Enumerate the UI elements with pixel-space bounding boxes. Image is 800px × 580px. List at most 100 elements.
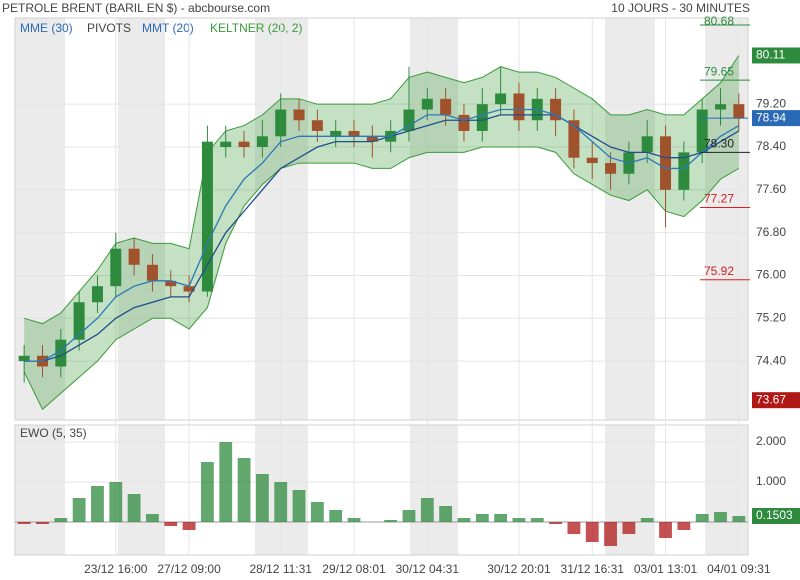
ewo-bar <box>347 518 361 522</box>
candle-body <box>330 130 342 137</box>
candle-body <box>550 98 562 121</box>
candle-body <box>128 248 140 265</box>
value-box <box>752 110 800 127</box>
y-tick-label: 78.40 <box>756 139 786 153</box>
ewo-bar <box>494 514 508 522</box>
candle-body <box>183 286 195 292</box>
ewo-bar <box>457 518 471 522</box>
keltner-lower <box>23 146 740 411</box>
ewo-bar <box>402 510 416 522</box>
y-tick-label: 77.60 <box>756 182 786 196</box>
candle-body <box>733 104 745 119</box>
ewo-bar <box>640 518 654 522</box>
keltner-upper <box>24 55 740 325</box>
ewo-bar <box>439 506 453 522</box>
x-tick-label: 04/01 09:31 <box>707 562 771 576</box>
ewo-bar <box>109 482 123 522</box>
legend-entry: KELTNER (20, 2) <box>210 21 302 35</box>
x-tick-label: 28/12 11:31 <box>249 562 312 576</box>
ewo-bar <box>659 522 672 538</box>
ewo-bar <box>146 514 159 522</box>
candle-body <box>293 109 305 121</box>
ewo-bar <box>329 510 343 522</box>
pivot-label: 77.27 <box>704 192 734 206</box>
x-tick-label: 31/12 16:31 <box>561 562 625 576</box>
ewo-bar <box>384 520 398 522</box>
mmt-line <box>24 108 740 362</box>
candle-body <box>586 157 598 164</box>
candle-body <box>201 141 213 292</box>
candle-body <box>605 163 617 174</box>
candle-body <box>660 136 672 190</box>
candle-body <box>715 104 727 110</box>
candle-body <box>256 136 268 148</box>
ewo-bar <box>292 490 306 522</box>
value-box-label: 80.11 <box>756 48 785 62</box>
pivot-label: 78.30 <box>704 137 734 151</box>
ewo-bar <box>54 518 68 522</box>
x-tick-label: 30/12 20:01 <box>487 562 551 576</box>
candle-body <box>421 98 433 110</box>
candle-body <box>696 109 708 153</box>
ewo-bar <box>512 518 526 522</box>
x-tick-label: 27/12 09:00 <box>157 562 221 576</box>
mme-line <box>24 114 740 362</box>
keltner-fill <box>24 55 739 410</box>
candle-body <box>311 120 323 131</box>
chart-subtitle: 10 JOURS - 30 MINUTES <box>611 1 750 15</box>
candle-body <box>348 130 360 137</box>
y-tick-label: 74.40 <box>756 353 786 367</box>
legend-entry: MMT (20) <box>142 21 194 35</box>
ewo-bar <box>677 522 691 530</box>
y-tick-label: 76.00 <box>756 268 786 282</box>
candle-body <box>366 136 378 142</box>
y-tick-label: 76.80 <box>756 225 786 239</box>
ewo-bar <box>255 474 269 522</box>
value-box-label: 78.94 <box>756 110 786 124</box>
price-frame <box>14 17 749 421</box>
candle-body <box>110 248 122 287</box>
pivot-label: 75.92 <box>704 264 734 278</box>
y-tick-label: 1.000 <box>756 474 786 488</box>
value-box-label: 73.67 <box>756 392 786 406</box>
candle-body <box>18 355 30 362</box>
candle-body <box>73 302 85 340</box>
pivot-label: 79.65 <box>704 64 734 78</box>
ewo-bar <box>475 514 489 522</box>
ewo-bar <box>17 522 31 524</box>
candle-body <box>568 120 580 158</box>
ewo-bar <box>530 518 544 522</box>
ewo-bar <box>127 494 141 522</box>
candle-body <box>220 141 232 148</box>
x-tick-label: 30/12 04:31 <box>396 562 460 576</box>
ewo-bar <box>695 514 709 522</box>
candle-body <box>146 264 158 281</box>
candle-body <box>641 136 653 153</box>
candle-body <box>91 286 103 303</box>
ewo-bar <box>182 522 196 530</box>
ewo-frame <box>14 424 749 556</box>
ewo-bar <box>420 498 434 522</box>
ewo-bar <box>585 522 599 542</box>
candle-body <box>165 280 177 287</box>
ewo-bar <box>36 522 49 524</box>
legend-entry: PIVOTS <box>87 21 131 35</box>
legend-entry: MME (30) <box>20 21 73 35</box>
ewo-bar <box>72 498 86 522</box>
candle-body <box>458 114 470 131</box>
ewo-bar <box>549 522 563 524</box>
y-tick-label: 2.000 <box>756 434 786 448</box>
x-tick-label: 03/01 13:01 <box>634 562 698 576</box>
ewo-bar <box>237 458 251 522</box>
value-box <box>752 507 800 524</box>
y-tick-label: 75.20 <box>756 310 786 324</box>
value-box <box>752 392 800 409</box>
candle-body <box>495 93 507 105</box>
x-tick-label: 23/12 16:00 <box>84 562 148 576</box>
pivot-label: 80.68 <box>704 14 734 28</box>
ewo-bar <box>622 522 636 534</box>
y-tick-label: 79.20 <box>756 96 786 110</box>
ewo-bar <box>732 515 746 522</box>
candle-body <box>678 152 690 190</box>
